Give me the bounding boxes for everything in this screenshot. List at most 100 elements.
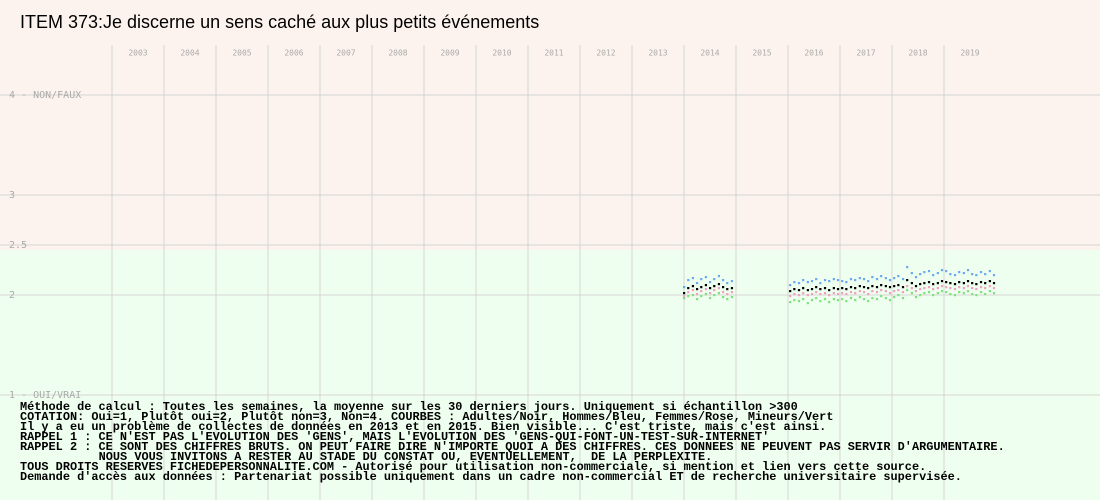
point — [806, 289, 809, 292]
point — [828, 294, 831, 297]
y-tick-label: 3 — [9, 190, 15, 201]
point — [687, 279, 690, 282]
point — [958, 291, 961, 294]
point — [717, 275, 721, 278]
point — [696, 282, 699, 285]
point — [958, 271, 961, 274]
point — [845, 293, 848, 296]
point — [906, 266, 909, 269]
point — [953, 288, 957, 291]
point — [823, 292, 827, 295]
y-tick-label: 1 - OUI/VRAI — [9, 390, 81, 401]
point — [884, 290, 887, 293]
point — [936, 287, 939, 290]
point — [726, 298, 729, 301]
point — [828, 289, 831, 292]
point — [914, 296, 918, 299]
point — [841, 298, 844, 301]
point — [884, 285, 887, 288]
point — [932, 274, 935, 277]
point — [949, 273, 952, 276]
point — [730, 287, 734, 290]
point — [700, 290, 703, 293]
point — [722, 286, 725, 289]
point — [975, 274, 978, 277]
point — [687, 287, 690, 290]
point — [910, 272, 913, 275]
point — [984, 287, 987, 290]
note-line: RAPPEL 1 : CE N'EST PAS L'EVOLUTION DES … — [20, 430, 769, 444]
point — [992, 287, 996, 290]
point — [709, 281, 712, 284]
point — [836, 288, 840, 291]
point — [810, 293, 814, 296]
upper-band — [0, 0, 1100, 250]
point — [845, 281, 848, 284]
point — [802, 292, 805, 295]
point — [988, 270, 991, 273]
point — [919, 294, 922, 297]
point — [713, 285, 716, 288]
point — [726, 293, 729, 296]
point — [880, 275, 883, 278]
point — [949, 282, 952, 285]
point — [789, 301, 792, 304]
x-tick-label: 2015 — [752, 49, 771, 58]
point — [897, 284, 900, 287]
point — [966, 269, 970, 272]
point — [709, 292, 712, 295]
x-tick-label: 2005 — [232, 49, 251, 58]
point — [975, 283, 978, 286]
point — [888, 286, 892, 289]
point — [836, 293, 840, 296]
point — [797, 289, 801, 292]
point — [691, 277, 695, 280]
point — [828, 301, 831, 304]
point — [687, 295, 690, 298]
point — [940, 285, 944, 288]
point — [683, 292, 686, 295]
point — [910, 292, 913, 295]
y-tick-label: 2.5 — [9, 240, 27, 251]
point — [862, 286, 866, 289]
point — [936, 282, 939, 285]
point — [962, 272, 965, 275]
point — [871, 276, 874, 279]
x-tick-label: 2010 — [492, 49, 511, 58]
point — [841, 287, 844, 290]
point — [871, 290, 874, 293]
point — [867, 300, 870, 303]
x-tick-label: 2008 — [388, 49, 407, 58]
point — [836, 299, 840, 302]
point — [975, 288, 978, 291]
point — [940, 269, 944, 272]
point — [897, 275, 900, 278]
point — [832, 298, 835, 301]
point — [730, 296, 734, 299]
point — [906, 279, 909, 282]
point — [901, 291, 905, 294]
point — [897, 289, 900, 292]
point — [713, 294, 716, 297]
point — [858, 296, 861, 299]
point — [730, 280, 734, 283]
point — [815, 297, 818, 300]
note-line: Méthode de calcul : Toutes les semaines,… — [20, 400, 798, 414]
point — [700, 286, 703, 289]
point — [845, 300, 848, 303]
point — [979, 271, 983, 274]
point — [971, 273, 974, 276]
point — [914, 285, 918, 288]
x-tick-label: 2012 — [596, 49, 615, 58]
point — [819, 293, 822, 296]
point — [906, 285, 909, 288]
point — [815, 286, 818, 289]
point — [687, 291, 690, 294]
x-tick-label: 2004 — [180, 49, 199, 58]
y-tick-label: 2 — [9, 290, 15, 301]
point — [806, 281, 809, 284]
notes: Méthode de calcul : Toutes les semaines,… — [20, 400, 1005, 484]
grid: 4 - NON/FAUX 3 2.5 2 1 - OUI/VRAI 2003 2004 200… — [0, 45, 1100, 500]
point — [979, 281, 983, 284]
